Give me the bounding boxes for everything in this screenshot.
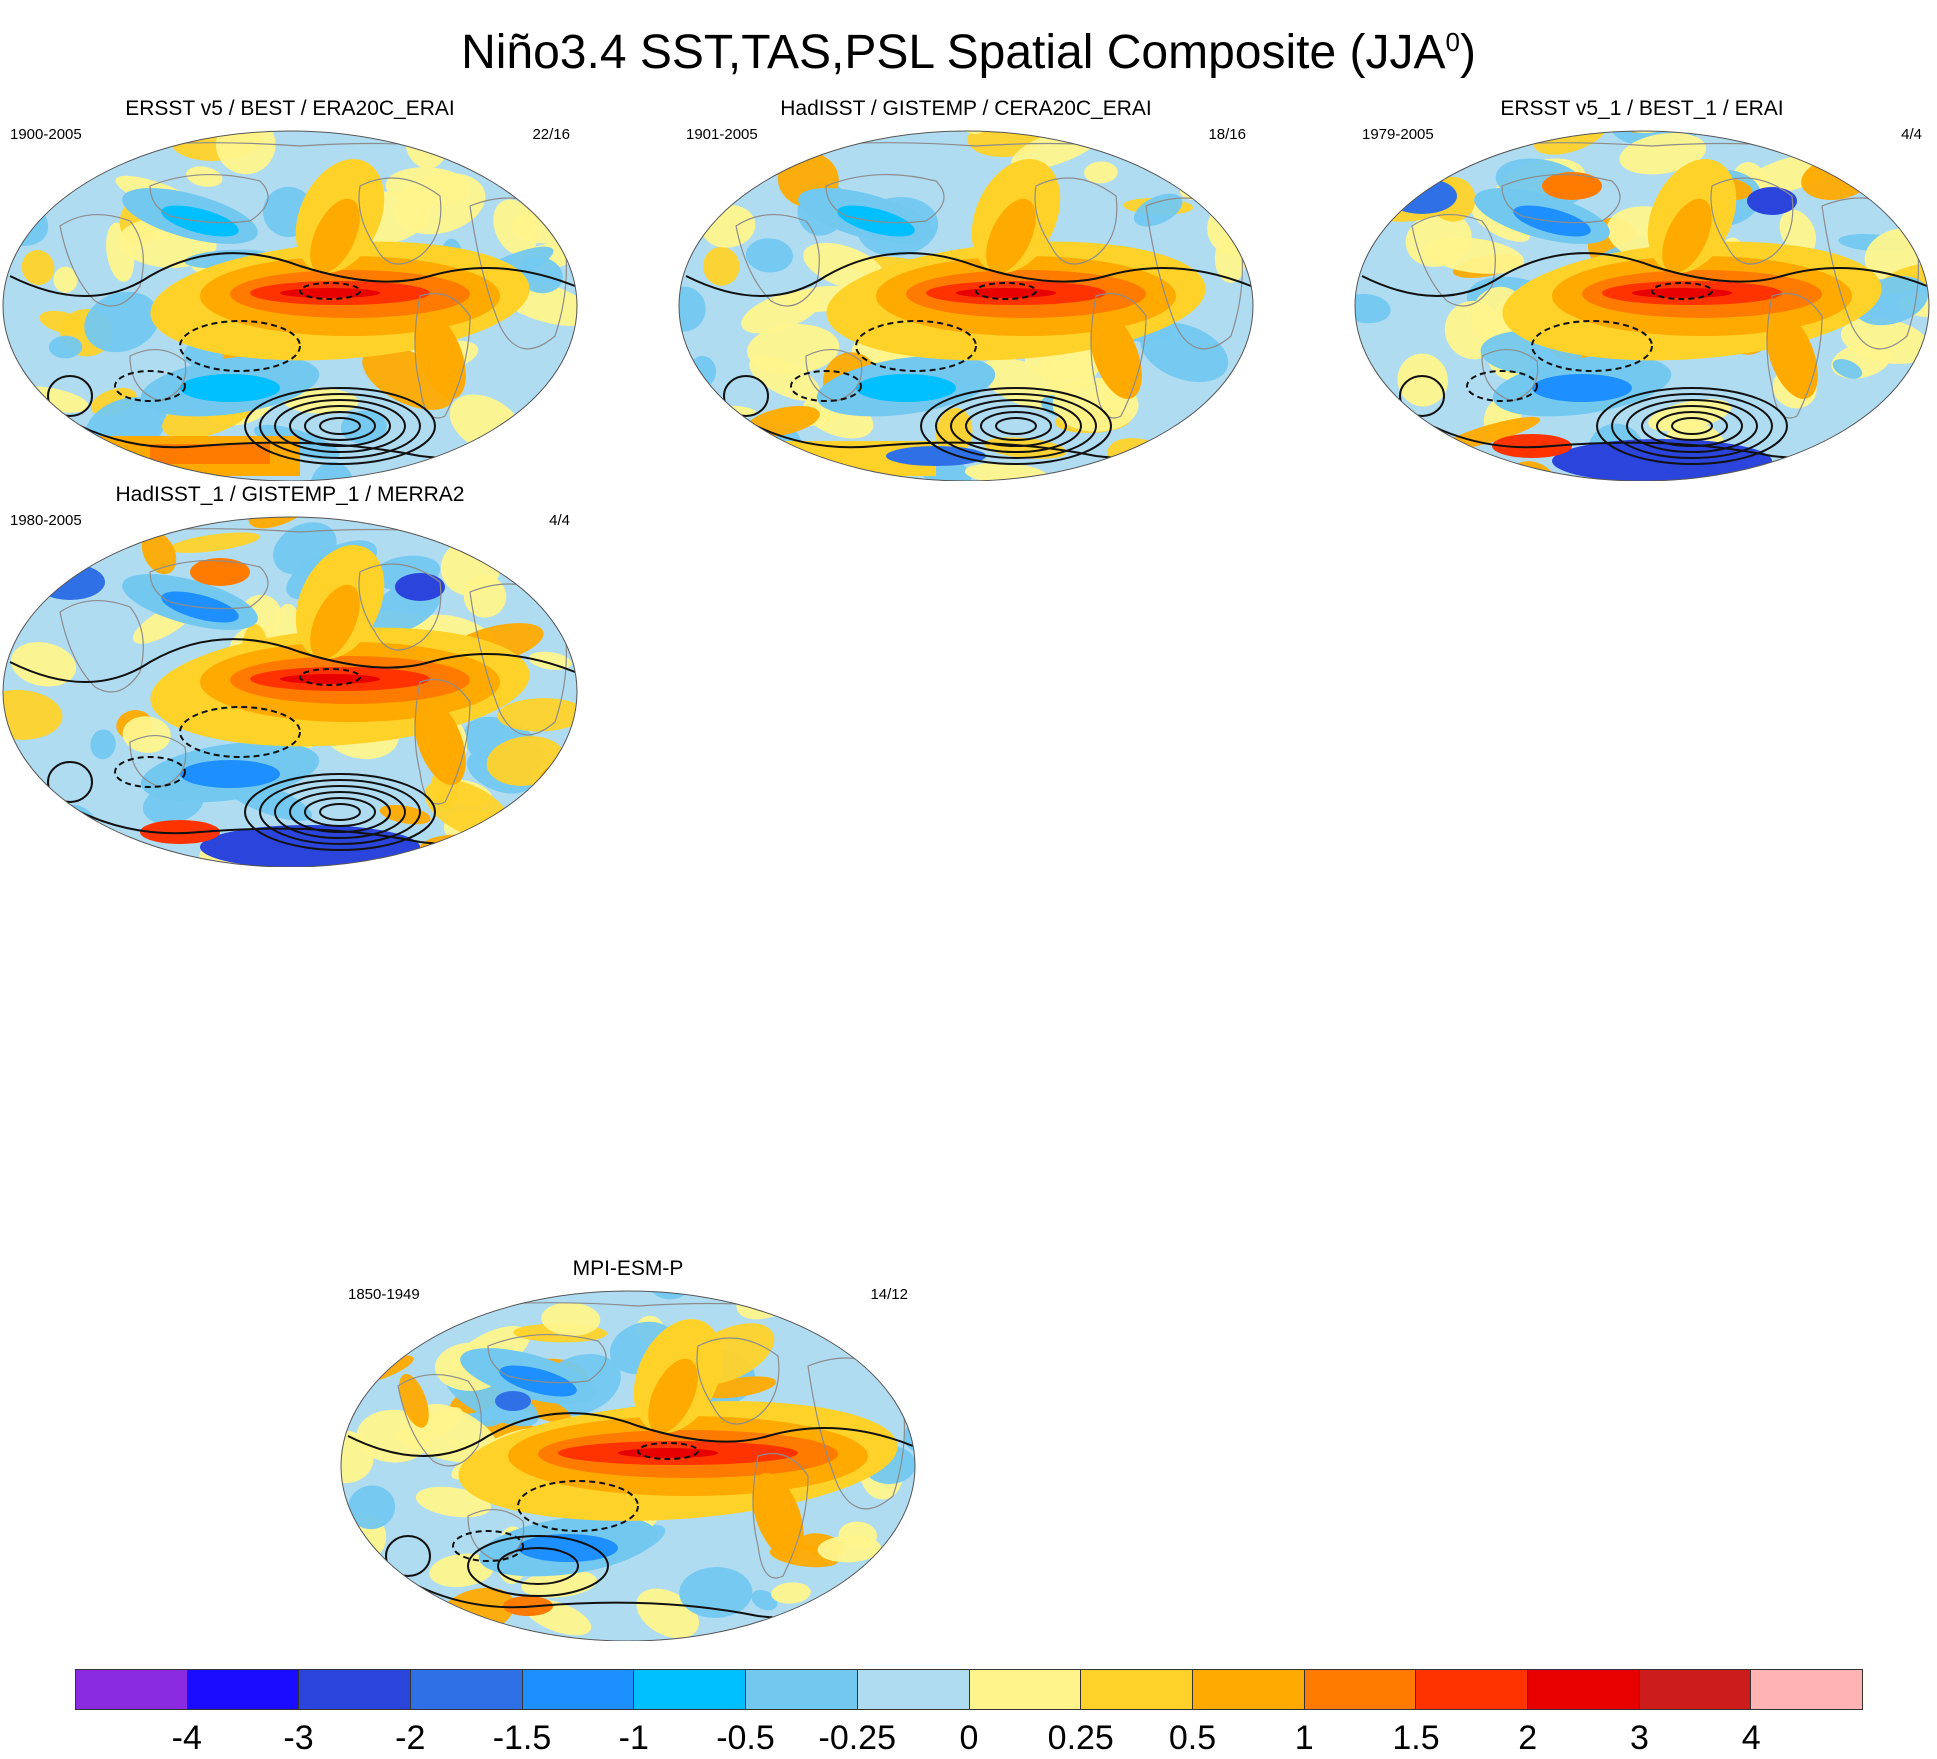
map-panel-hadisst-gistemp-cera20c: HadISST / GISTEMP / CERA20C_ERAI 1901-20… xyxy=(676,96,1256,481)
panel-period: 1900-2005 xyxy=(10,126,82,143)
world-map xyxy=(678,130,1254,481)
colorbar-swatch xyxy=(857,1670,970,1709)
map-panel-ersst-best-era20c: ERSST v5 / BEST / ERA20C_ERAI 1900-2005 … xyxy=(0,96,580,481)
colorbar-tick-label: 1.5 xyxy=(1392,1719,1440,1757)
colorbar-tick-label: -2 xyxy=(395,1719,426,1757)
colorbar-swatch xyxy=(1304,1670,1417,1709)
panel-count: 18/16 xyxy=(1208,126,1246,143)
panel-title: ERSST v5_1 / BEST_1 / ERAI xyxy=(1500,97,1784,120)
panel-title: HadISST_1 / GISTEMP_1 / MERRA2 xyxy=(115,483,465,506)
colorbar-swatch xyxy=(746,1670,858,1709)
colorbar-swatch xyxy=(1751,1670,1862,1709)
panel-count: 4/4 xyxy=(1901,126,1922,143)
colorbar-swatch xyxy=(1192,1670,1305,1709)
world-map xyxy=(2,516,578,867)
colorbar-swatch xyxy=(1416,1670,1528,1709)
world-map xyxy=(1354,130,1930,481)
world-map xyxy=(340,1290,916,1641)
panel-count: 22/16 xyxy=(532,126,570,143)
colorbar-swatch xyxy=(187,1670,300,1709)
panel-title: ERSST v5 / BEST / ERA20C_ERAI xyxy=(125,97,455,120)
colorbar-swatch xyxy=(411,1670,523,1709)
panel-count: 14/12 xyxy=(870,1286,908,1303)
colorbar-swatch xyxy=(299,1670,412,1709)
panel-count: 4/4 xyxy=(549,512,570,529)
colorbar-tick-label: 0 xyxy=(959,1719,979,1757)
map-panel-ersst1-best1-erai: ERSST v5_1 / BEST_1 / ERAI 1979-2005 4/4 xyxy=(1352,96,1932,481)
colorbar-tick-label: 1 xyxy=(1294,1719,1314,1757)
map-panel-hadisst1-gistemp1-merra2: HadISST_1 / GISTEMP_1 / MERRA2 1980-2005… xyxy=(0,482,580,867)
panel-title: HadISST / GISTEMP / CERA20C_ERAI xyxy=(780,97,1152,120)
colorbar-swatch xyxy=(634,1670,747,1709)
panel-title: MPI-ESM-P xyxy=(572,1257,684,1280)
colorbar-swatch xyxy=(522,1670,635,1709)
colorbar-tick-label: 0.25 xyxy=(1047,1719,1114,1757)
colorbar-labels: -4 -3 -2 -1.5 -1 -0.5 -0.25 0 0.25 0.5 1 1.5 2 3 4 xyxy=(75,1720,1863,1756)
colorbar-tick-label: 4 xyxy=(1741,1719,1761,1757)
panel-period: 1901-2005 xyxy=(686,126,758,143)
panel-period: 1979-2005 xyxy=(1362,126,1434,143)
colorbar-tick-label: 2 xyxy=(1518,1719,1538,1757)
colorbar-swatch xyxy=(969,1670,1082,1709)
panel-period: 1980-2005 xyxy=(10,512,82,529)
colorbar-tick-label: -0.5 xyxy=(716,1719,775,1757)
colorbar-tick-label: 0.5 xyxy=(1168,1719,1217,1757)
colorbar-tick-label: 3 xyxy=(1630,1719,1649,1757)
panel-period: 1850-1949 xyxy=(348,1286,420,1303)
colorbar-tick-label: -3 xyxy=(283,1719,314,1757)
map-panel-mpi-esm-p: MPI-ESM-P 1850-1949 14/12 xyxy=(338,1256,918,1641)
colorbar xyxy=(75,1669,1863,1710)
colorbar-tick-label: -1.5 xyxy=(492,1719,552,1757)
colorbar-swatch xyxy=(1527,1670,1640,1709)
colorbar-tick-label: -0.25 xyxy=(818,1719,897,1757)
figure-title: Niño3.4 SST,TAS,PSL Spatial Composite (J… xyxy=(461,26,1476,79)
colorbar-swatch xyxy=(76,1670,188,1709)
colorbar-swatch xyxy=(1639,1670,1752,1709)
colorbar-tick-label: -1 xyxy=(618,1719,649,1757)
colorbar-tick-label: -4 xyxy=(171,1719,202,1757)
colorbar-swatch xyxy=(1081,1670,1193,1709)
world-map xyxy=(2,130,578,481)
